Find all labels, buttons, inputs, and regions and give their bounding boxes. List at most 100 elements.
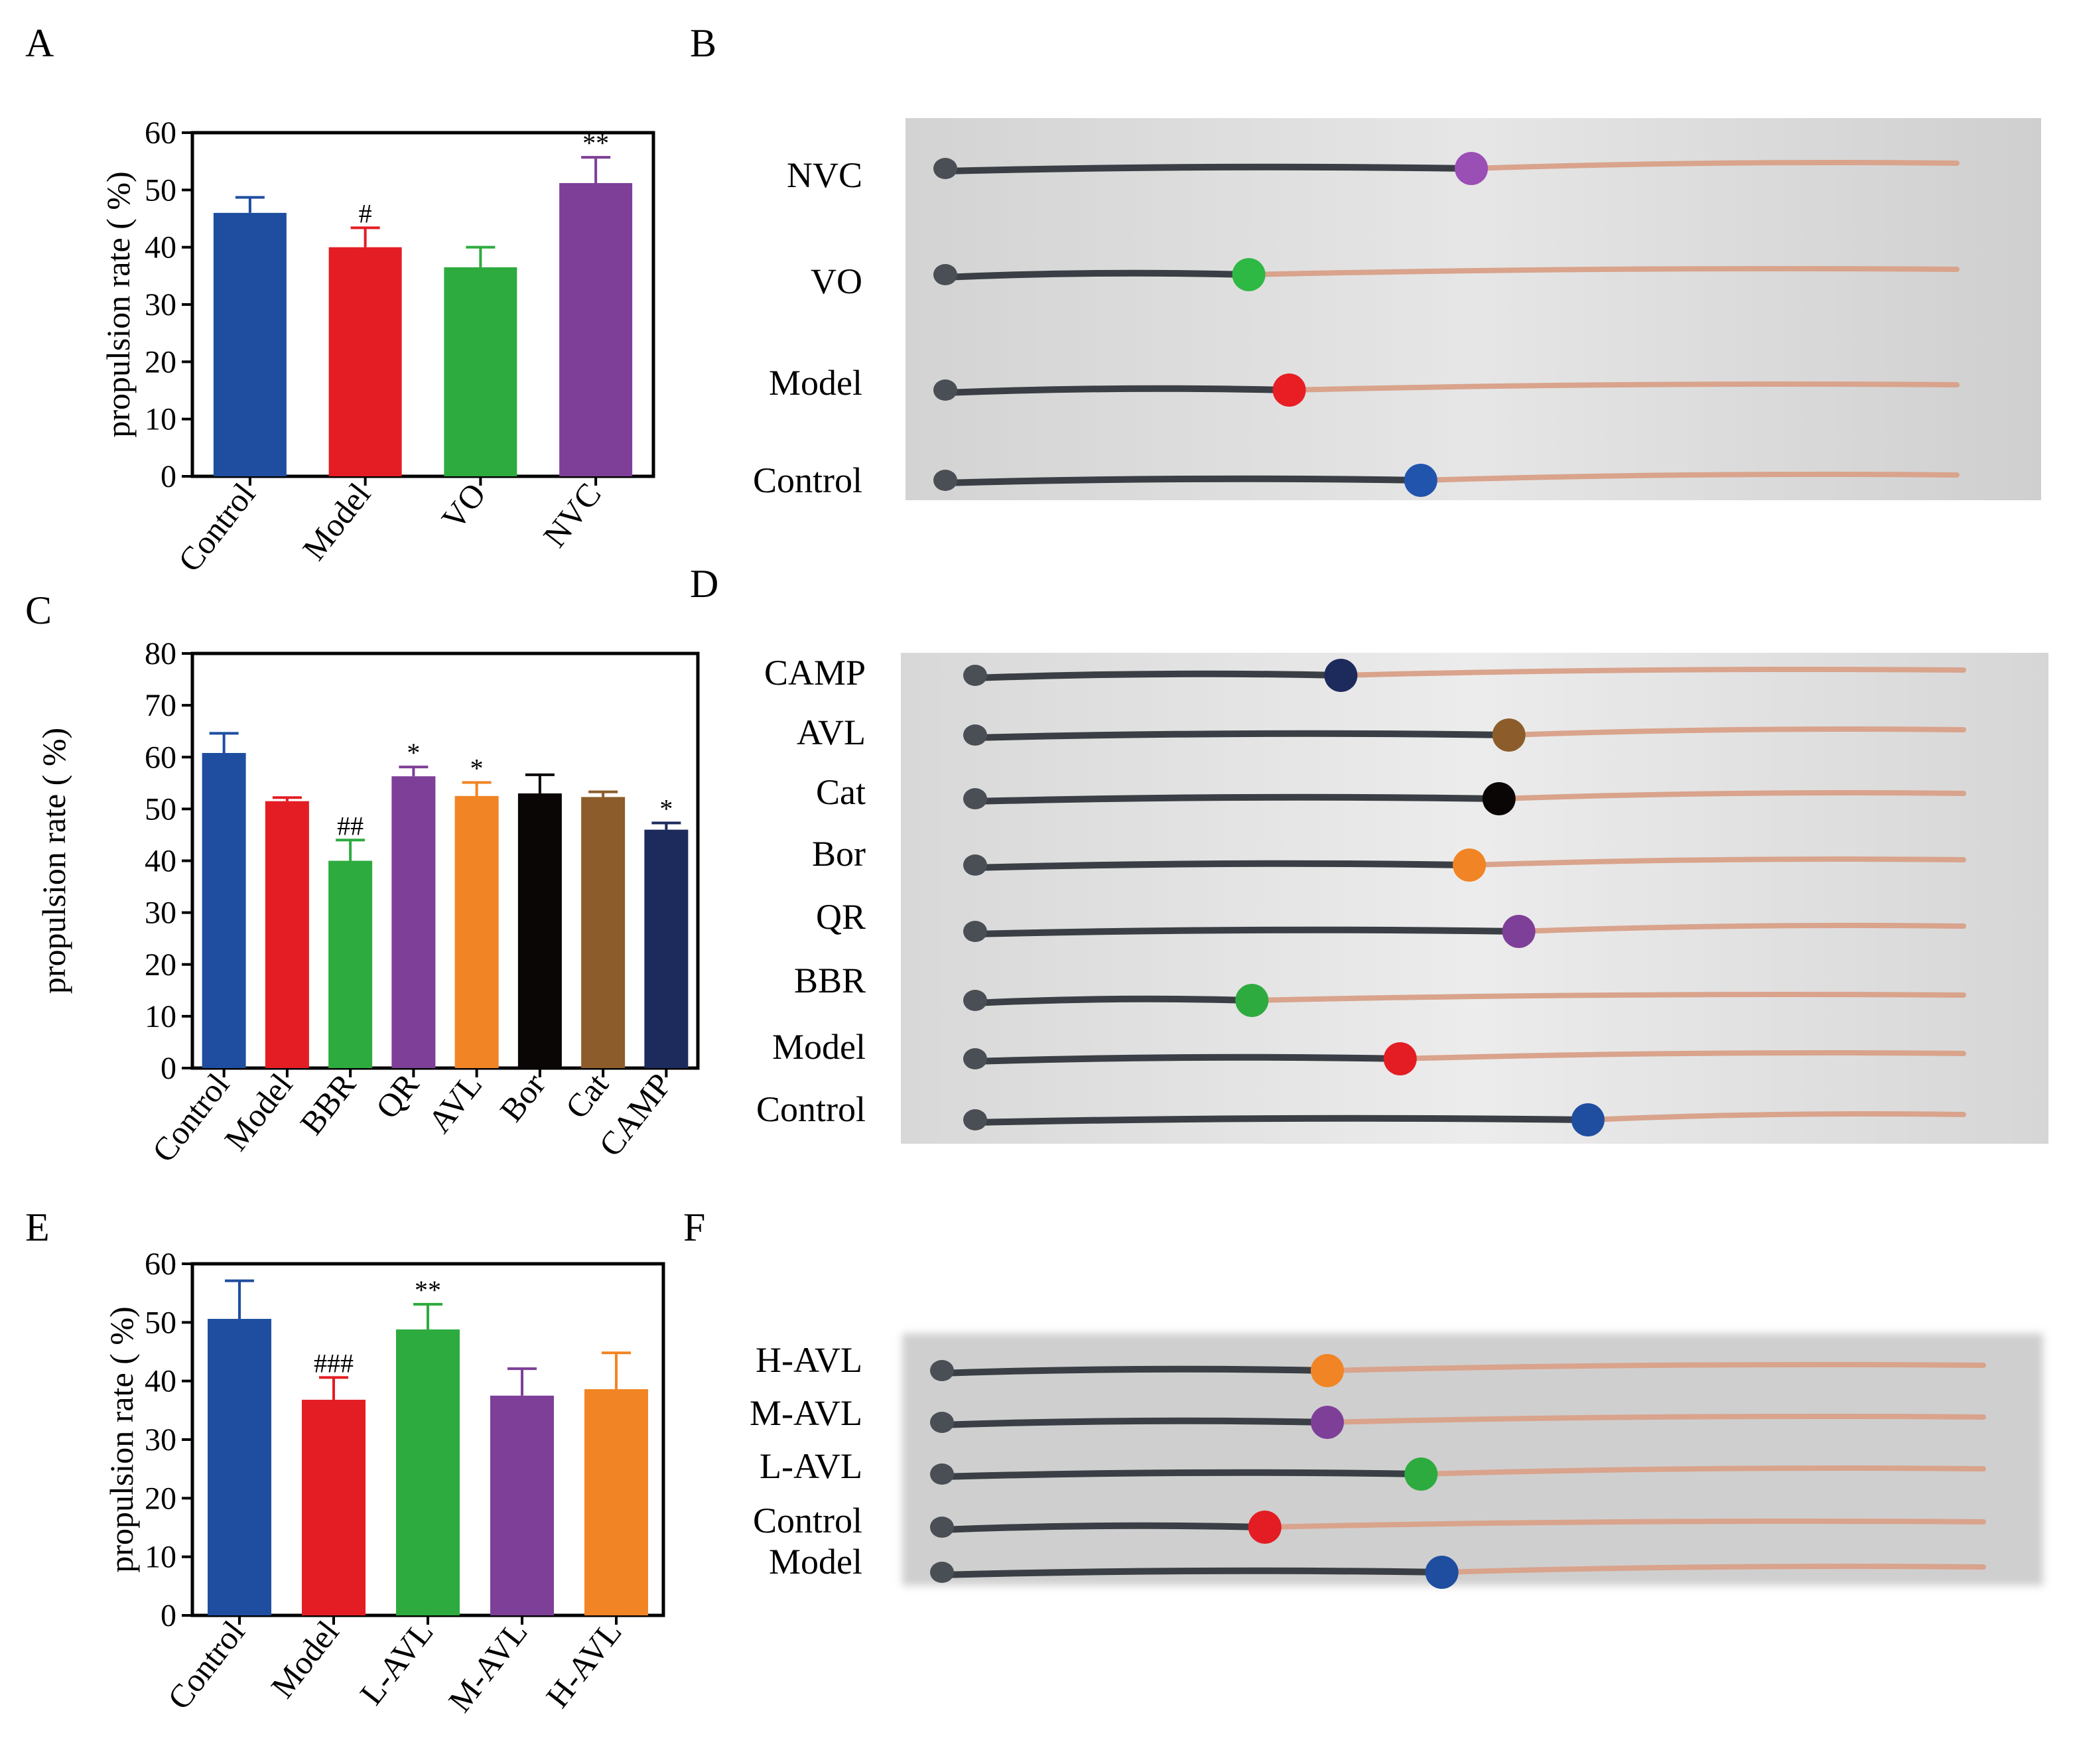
photo-row-label: Model bbox=[772, 1027, 866, 1067]
photo-row-label: H-AVL bbox=[756, 1340, 862, 1380]
propulsion-marker-dot bbox=[1248, 1511, 1282, 1544]
panel-letter-b: B bbox=[690, 21, 716, 65]
bar bbox=[584, 1389, 648, 1615]
significance-mark: * bbox=[470, 754, 484, 783]
y-tick-label: 10 bbox=[145, 1540, 176, 1575]
intestine-photo-b: NVC VO Model Control bbox=[753, 118, 2041, 500]
bar bbox=[454, 795, 499, 1068]
intestine-pink-segment bbox=[1262, 1519, 1986, 1530]
intestine-dark-segment bbox=[942, 163, 1475, 174]
propulsion-marker-dot bbox=[1404, 464, 1438, 497]
x-category-label: Control bbox=[145, 1066, 236, 1169]
intestine-dark-segment bbox=[972, 1053, 1404, 1065]
propulsion-marker-dot bbox=[1232, 258, 1266, 291]
intestine-pink-segment bbox=[1397, 1050, 1966, 1061]
intestine-end-blob bbox=[963, 990, 987, 1011]
photo-row-label: Model bbox=[769, 363, 862, 403]
intestine-end-blob bbox=[963, 1048, 987, 1069]
photo-row-label: Cat bbox=[816, 772, 866, 812]
y-tick-label: 70 bbox=[145, 688, 176, 723]
intestine-dark-segment bbox=[942, 475, 1424, 486]
intestine-dark-segment bbox=[972, 730, 1512, 741]
intestine-dark-segment bbox=[972, 995, 1256, 1006]
bar bbox=[328, 247, 402, 476]
y-tick-label: 60 bbox=[145, 1247, 176, 1282]
bar bbox=[644, 829, 689, 1068]
intestine-pink-segment bbox=[1246, 266, 1960, 277]
y-tick-label: 50 bbox=[145, 172, 176, 208]
x-category-label: Bor bbox=[492, 1066, 553, 1128]
photo-row-label: BBR bbox=[794, 961, 866, 1000]
intestine-end-blob bbox=[963, 854, 987, 876]
y-tick-label: 10 bbox=[145, 999, 176, 1034]
significance-mark: ## bbox=[337, 811, 364, 841]
intestine-pink-segment bbox=[1469, 160, 1960, 171]
intestine-dark-segment bbox=[939, 1365, 1331, 1377]
bar bbox=[265, 801, 309, 1068]
intestine-end-blob bbox=[930, 1562, 954, 1583]
y-tick-label: 30 bbox=[145, 287, 176, 322]
x-category-label: Model bbox=[263, 1613, 346, 1704]
y-axis-label: propulsion rate ( %) bbox=[100, 171, 137, 437]
y-axis-label: propulsion rate ( %) bbox=[35, 728, 72, 994]
bar bbox=[581, 797, 626, 1068]
photo-background bbox=[902, 1333, 2043, 1586]
intestine-pink-segment bbox=[1418, 472, 1960, 483]
y-tick-label: 80 bbox=[145, 636, 176, 671]
significance-mark: ** bbox=[415, 1275, 441, 1305]
x-category-label: Cat bbox=[558, 1066, 616, 1125]
y-tick-label: 40 bbox=[145, 230, 176, 265]
significance-mark: ### bbox=[314, 1348, 354, 1378]
x-category-label: Model bbox=[295, 476, 378, 567]
intestine-end-blob bbox=[930, 1412, 954, 1433]
bar bbox=[208, 1319, 271, 1615]
intestine-dark-segment bbox=[972, 793, 1503, 805]
bar bbox=[444, 267, 517, 476]
photo-row-label: L-AVL bbox=[760, 1446, 862, 1486]
intestine-end-blob bbox=[933, 158, 957, 179]
panel-letter-a: A bbox=[25, 21, 54, 65]
y-tick-label: 20 bbox=[145, 344, 176, 379]
photo-row-label: Model bbox=[769, 1542, 862, 1582]
x-category-label: AVL bbox=[421, 1066, 489, 1139]
propulsion-marker-dot bbox=[1404, 1458, 1438, 1491]
y-tick-label: 10 bbox=[145, 402, 176, 437]
intestine-pink-segment bbox=[1467, 856, 1966, 868]
bar bbox=[213, 212, 287, 476]
intestine-pink-segment bbox=[1324, 1362, 1986, 1373]
photo-row-label: Control bbox=[753, 1501, 862, 1540]
intestine-photo-d: CAMP AVL Cat Bor QR BBR Model Control bbox=[756, 653, 2048, 1144]
intestine-pink-segment bbox=[1249, 992, 1966, 1003]
x-category-label: VO bbox=[434, 476, 493, 536]
propulsion-marker-dot bbox=[1235, 984, 1269, 1017]
photo-row-label: NVC bbox=[787, 155, 862, 195]
intestine-dark-segment bbox=[939, 1522, 1268, 1533]
significance-mark: * bbox=[407, 738, 420, 768]
propulsion-marker-dot bbox=[1425, 1556, 1459, 1589]
photo-row-label: VO bbox=[811, 261, 862, 301]
y-tick-label: 60 bbox=[145, 115, 176, 151]
propulsion-marker-dot bbox=[1453, 848, 1486, 882]
intestine-end-blob bbox=[963, 1109, 987, 1130]
photo-row-label: QR bbox=[816, 897, 866, 937]
panel-letter-d: D bbox=[690, 562, 718, 606]
y-tick-label: 0 bbox=[161, 1051, 176, 1086]
x-category-label: BBR bbox=[293, 1066, 363, 1142]
intestine-pink-segment bbox=[1286, 381, 1960, 393]
propulsion-marker-dot bbox=[1571, 1103, 1605, 1136]
x-category-label: QR bbox=[368, 1066, 426, 1126]
y-tick-label: 30 bbox=[145, 1422, 176, 1458]
intestine-pink-segment bbox=[1506, 726, 1966, 738]
y-tick-label: 50 bbox=[145, 1305, 176, 1340]
propulsion-marker-dot bbox=[1502, 915, 1536, 948]
photo-row-label: Bor bbox=[812, 834, 866, 874]
significance-mark: ** bbox=[582, 128, 609, 158]
y-tick-label: 0 bbox=[161, 1598, 176, 1633]
x-category-label: NVC bbox=[536, 476, 608, 554]
propulsion-marker-dot bbox=[1272, 373, 1306, 407]
x-category-label: M-AVL bbox=[441, 1613, 535, 1719]
intestine-dark-segment bbox=[972, 670, 1345, 681]
